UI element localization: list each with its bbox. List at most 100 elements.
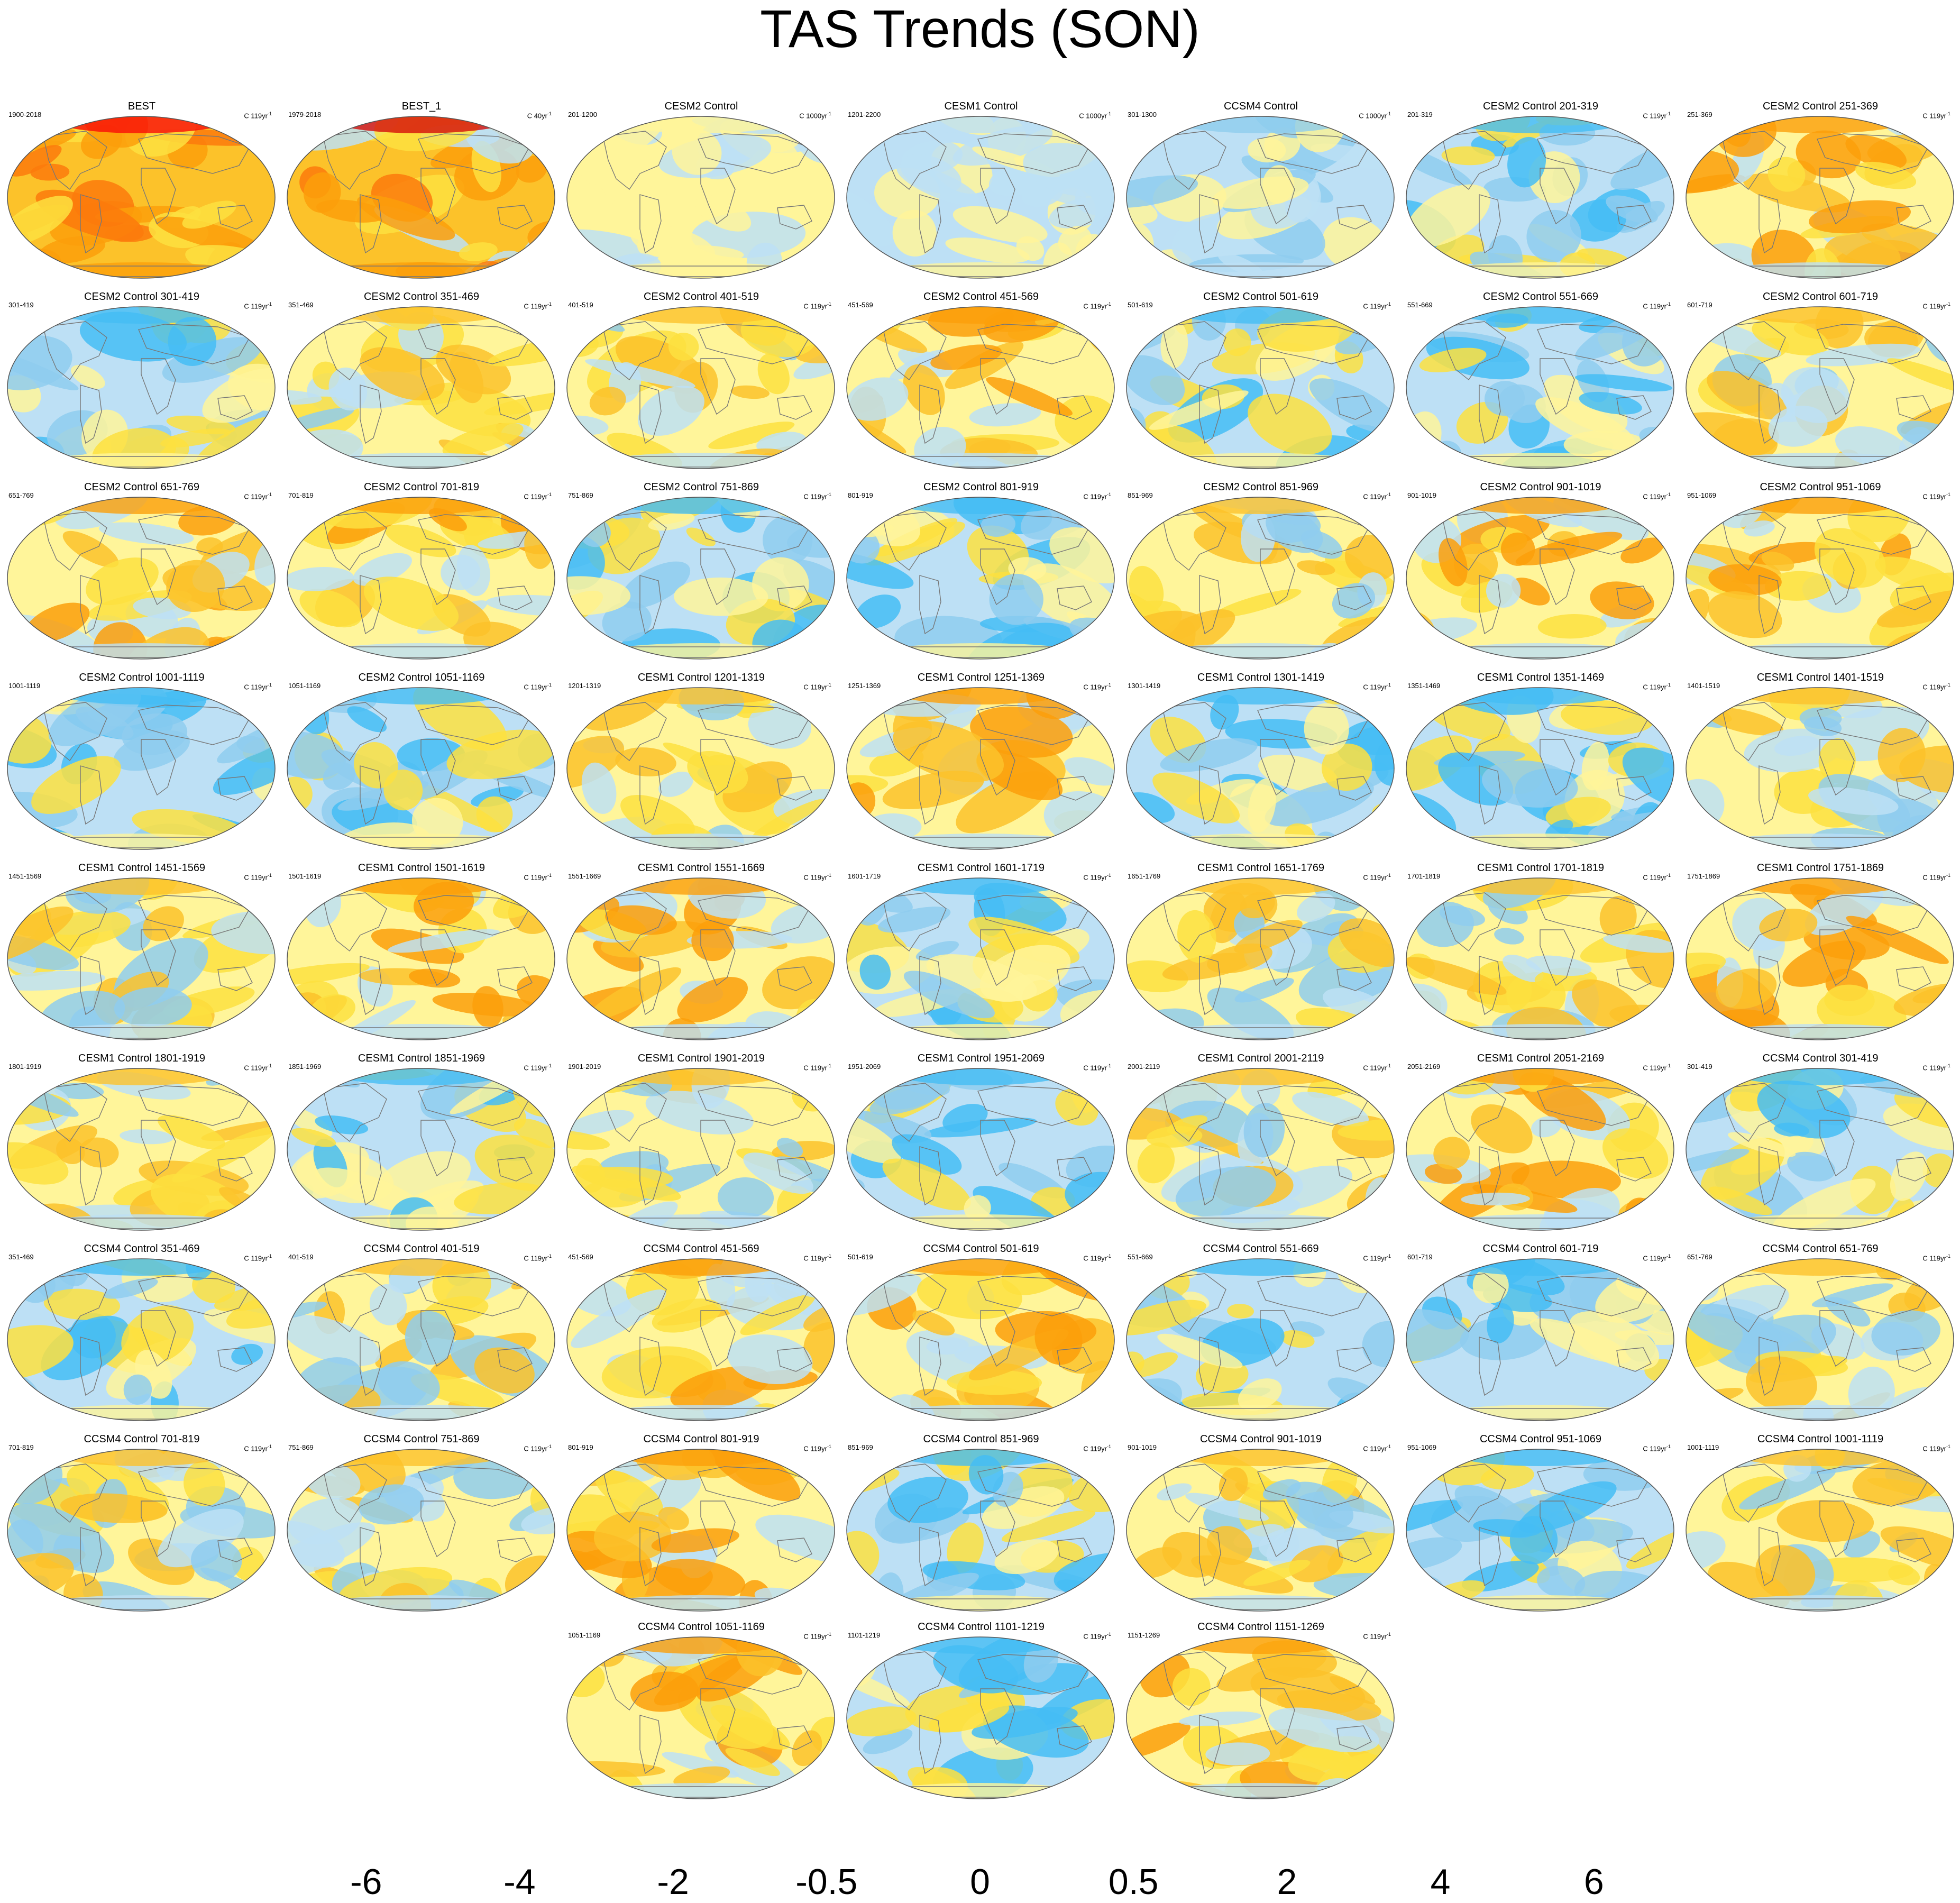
map-robinson-projection bbox=[1126, 116, 1395, 279]
panel-unit-exponent: -1 bbox=[827, 301, 831, 307]
panel-period-label: 401-519 bbox=[568, 301, 593, 309]
panel-unit-label: C 119yr-1 bbox=[244, 872, 272, 881]
panel-title: CESM1 Control 1751-1869 bbox=[1756, 862, 1884, 874]
map-robinson-projection bbox=[566, 116, 835, 279]
panel-unit-exponent: -1 bbox=[827, 873, 831, 878]
panel-unit-text: C 119yr bbox=[244, 112, 268, 120]
panel-unit-label: C 119yr-1 bbox=[1922, 1252, 1950, 1262]
panel-unit-text: C 119yr bbox=[1643, 683, 1666, 691]
colorbar-labels: -6 -4 -2 -0.5 0 0.5 2 4 6 bbox=[0, 1863, 1960, 1903]
panel-unit-label: C 119yr-1 bbox=[1083, 491, 1111, 500]
panel-unit-text: C 119yr bbox=[803, 873, 827, 882]
map-panel: CCSM4 Control 501-619 501-619 C 119yr-1 bbox=[844, 1243, 1119, 1423]
panel-unit-label: C 40yr-1 bbox=[527, 110, 552, 120]
map-robinson-projection bbox=[7, 1068, 276, 1231]
panel-unit-label: C 119yr-1 bbox=[1083, 1252, 1111, 1262]
panel-unit-exponent: -1 bbox=[827, 1632, 831, 1637]
panel-title: CESM1 Control bbox=[944, 100, 1018, 112]
panel-unit-text: C 119yr bbox=[244, 1254, 268, 1262]
map-robinson-projection bbox=[846, 1258, 1115, 1421]
panel-unit-exponent: -1 bbox=[547, 492, 552, 497]
map-robinson-projection bbox=[566, 306, 835, 469]
panel-unit-text: C 119yr bbox=[244, 1064, 268, 1072]
panel-title: CESM2 Control 901-1019 bbox=[1480, 481, 1601, 493]
colorbar-tick-label: -6 bbox=[350, 1862, 382, 1902]
panel-unit-exponent: -1 bbox=[547, 301, 552, 307]
panel-period-label: 351-469 bbox=[288, 301, 314, 309]
map-robinson-projection bbox=[287, 497, 555, 660]
panel-unit-label: C 119yr-1 bbox=[1922, 1443, 1950, 1452]
panel-period-label: 1451-1569 bbox=[8, 872, 42, 880]
panel-unit-exponent: -1 bbox=[1386, 1632, 1391, 1637]
panel-title: CESM2 Control 701-819 bbox=[364, 481, 479, 493]
panel-unit-label: C 119yr-1 bbox=[244, 491, 272, 500]
map-panel: CESM2 Control 1051-1169 1051-1169 C 119yr-… bbox=[284, 672, 559, 852]
panel-unit-text: C 119yr bbox=[803, 492, 827, 501]
panel-unit-text: C 119yr bbox=[1643, 112, 1666, 120]
map-panel: CCSM4 Control 1101-1219 1101-1219 C 119yr-… bbox=[844, 1621, 1119, 1801]
panel-period-label: 751-869 bbox=[568, 491, 593, 499]
panel-unit-label: C 119yr-1 bbox=[1083, 1062, 1111, 1072]
map-robinson-projection bbox=[1686, 306, 1954, 469]
map-robinson-projection bbox=[1126, 1636, 1395, 1799]
map-panel: CCSM4 Control 601-719 601-719 C 119yr-1 bbox=[1403, 1243, 1678, 1423]
map-robinson-projection bbox=[7, 877, 276, 1040]
panel-unit-exponent: -1 bbox=[1946, 492, 1950, 497]
panel-unit-text: C 119yr bbox=[1643, 1064, 1666, 1072]
map-panel: CESM2 Control 851-969 851-969 C 119yr-1 bbox=[1123, 481, 1398, 661]
panel-unit-label: C 119yr-1 bbox=[1363, 1252, 1391, 1262]
map-robinson-projection bbox=[1686, 116, 1954, 279]
map-panel: CESM2 Control 551-669 551-669 C 119yr-1 bbox=[1403, 291, 1678, 471]
panel-unit-exponent: -1 bbox=[267, 492, 272, 497]
map-robinson-projection bbox=[566, 497, 835, 660]
panel-unit-exponent: -1 bbox=[1106, 1444, 1111, 1449]
panel-title: CESM1 Control 1801-1919 bbox=[78, 1053, 206, 1064]
panel-unit-label: C 119yr-1 bbox=[524, 300, 552, 310]
map-robinson-projection bbox=[846, 116, 1115, 279]
panel-unit-text: C 40yr bbox=[527, 112, 547, 120]
map-panel: CESM1 Control 1601-1719 1601-1719 C 119yr-… bbox=[844, 862, 1119, 1042]
panel-unit-label: C 119yr-1 bbox=[524, 681, 552, 691]
panel-title: CCSM4 Control bbox=[1223, 100, 1298, 112]
panel-title: CESM1 Control 1651-1769 bbox=[1197, 862, 1325, 874]
panel-unit-exponent: -1 bbox=[827, 1444, 831, 1449]
panel-period-label: 1951-2069 bbox=[848, 1063, 881, 1071]
panel-period-label: 1051-1169 bbox=[568, 1631, 601, 1639]
map-panel: CESM1 Control 2051-2169 2051-2169 C 119yr-… bbox=[1403, 1053, 1678, 1232]
panel-unit-exponent: -1 bbox=[827, 111, 831, 116]
panel-unit-exponent: -1 bbox=[1106, 873, 1111, 878]
map-robinson-projection bbox=[7, 306, 276, 469]
map-robinson-projection bbox=[1126, 1068, 1395, 1231]
panel-period-label: 451-569 bbox=[568, 1253, 593, 1261]
panel-unit-label: C 119yr-1 bbox=[1643, 491, 1671, 500]
panel-unit-text: C 119yr bbox=[244, 683, 268, 691]
map-robinson-projection bbox=[287, 1068, 555, 1231]
panel-unit-text: C 119yr bbox=[803, 1632, 827, 1641]
colorbar-tick-label: -4 bbox=[503, 1862, 536, 1902]
panel-period-label: 951-1069 bbox=[1407, 1443, 1436, 1451]
panel-unit-text: C 119yr bbox=[1363, 683, 1387, 691]
panel-unit-exponent: -1 bbox=[1386, 1444, 1391, 1449]
colorbar-tick-label: 4 bbox=[1430, 1862, 1451, 1902]
panel-title: CESM2 Control 301-419 bbox=[84, 291, 199, 303]
panel-period-label: 1001-1119 bbox=[8, 682, 41, 690]
panel-period-label: 1151-1269 bbox=[1128, 1631, 1160, 1639]
panel-title: CESM1 Control 1901-2019 bbox=[637, 1053, 765, 1064]
panel-unit-exponent: -1 bbox=[1666, 682, 1671, 688]
panel-title: CESM1 Control 2001-2119 bbox=[1197, 1053, 1324, 1064]
map-panel: CESM1 Control 1201-2200 C 1000yr-1 bbox=[844, 100, 1119, 280]
panel-unit-exponent: -1 bbox=[547, 873, 552, 878]
map-panel: CESM1 Control 2001-2119 2001-2119 C 119yr-… bbox=[1123, 1053, 1398, 1232]
panel-title: CCSM4 Control 551-669 bbox=[1203, 1243, 1319, 1255]
panel-unit-text: C 119yr bbox=[1922, 1254, 1946, 1262]
panel-period-label: 1651-1769 bbox=[1128, 872, 1161, 880]
panel-unit-label: C 119yr-1 bbox=[1643, 681, 1671, 691]
panel-unit-exponent: -1 bbox=[827, 1254, 831, 1259]
map-robinson-projection bbox=[287, 877, 555, 1040]
panel-title: CESM2 Control 751-869 bbox=[644, 481, 759, 493]
panel-unit-label: C 119yr-1 bbox=[803, 491, 831, 500]
panel-unit-text: C 119yr bbox=[524, 683, 547, 691]
panel-title: CESM2 Control 801-919 bbox=[923, 481, 1039, 493]
panel-unit-text: C 119yr bbox=[803, 683, 827, 691]
panel-unit-text: C 119yr bbox=[1363, 302, 1387, 310]
